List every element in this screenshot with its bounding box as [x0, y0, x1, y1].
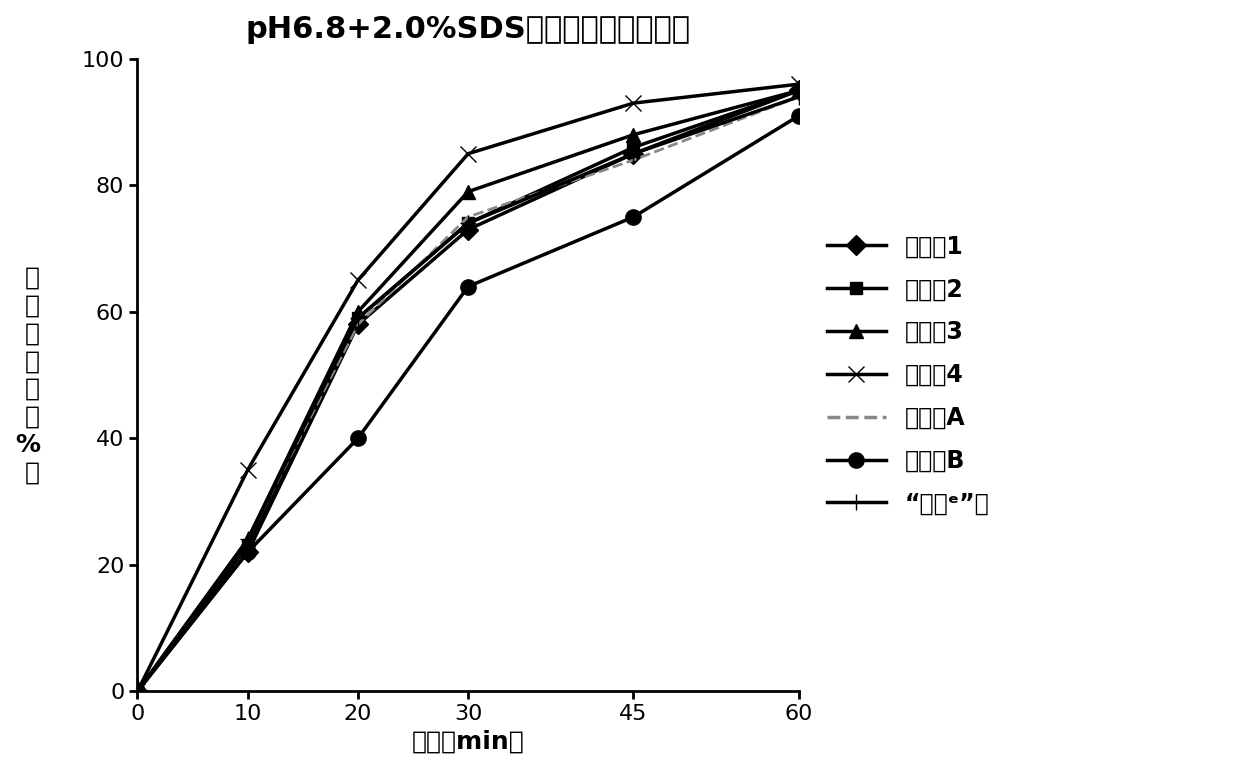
- 实施例1: [130, 687, 145, 696]
- 实施例4: [626, 98, 641, 108]
- 实施例3: [791, 86, 806, 95]
- “泽珂ᵉ”片: [461, 218, 476, 228]
- 试验例B: [791, 112, 806, 121]
- “泽珂ᵉ”片: [791, 92, 806, 102]
- 实施例4: [241, 465, 255, 474]
- X-axis label: 时间（min）: 时间（min）: [412, 730, 525, 754]
- 试验例A: [351, 320, 366, 329]
- 试验例A: [130, 687, 145, 696]
- 实施例2: [461, 218, 476, 228]
- 试验例B: [626, 212, 641, 221]
- “泽珂ᵉ”片: [241, 535, 255, 544]
- 试验例A: [241, 535, 255, 544]
- 实施例4: [461, 149, 476, 158]
- 实施例1: [791, 86, 806, 95]
- Line: 试验例A: 试验例A: [138, 97, 799, 691]
- Line: 实施例1: 实施例1: [130, 84, 806, 698]
- 实施例2: [130, 687, 145, 696]
- Line: “泽珂ᵉ”片: “泽珂ᵉ”片: [130, 89, 806, 699]
- 实施例3: [626, 130, 641, 139]
- 实施例3: [461, 187, 476, 196]
- 实施例1: [351, 320, 366, 329]
- Line: 试验例B: 试验例B: [130, 108, 806, 699]
- 实施例3: [130, 687, 145, 696]
- 实施例1: [461, 225, 476, 235]
- 实施例2: [791, 86, 806, 95]
- 试验例B: [461, 282, 476, 291]
- 试验例A: [791, 92, 806, 102]
- 试验例A: [461, 212, 476, 221]
- 实施例2: [351, 314, 366, 323]
- Line: 实施例2: 实施例2: [131, 84, 805, 697]
- 实施例4: [791, 79, 806, 88]
- Line: 实施例4: 实施例4: [129, 76, 807, 700]
- 试验例B: [351, 434, 366, 443]
- “泽珂ᵉ”片: [130, 687, 145, 696]
- 实施例1: [626, 149, 641, 158]
- 实施例2: [241, 541, 255, 551]
- 试验例A: [626, 155, 641, 165]
- Legend: 实施例1, 实施例2, 实施例3, 实施例4, 试验例A, 试验例B, “泽珂ᵉ”片: 实施例1, 实施例2, 实施例3, 实施例4, 试验例A, 试验例B, “泽珂ᵉ…: [817, 225, 998, 525]
- 实施例2: [626, 143, 641, 152]
- 实施例4: [351, 275, 366, 285]
- Line: 实施例3: 实施例3: [130, 84, 806, 698]
- 试验例B: [130, 687, 145, 696]
- 实施例1: [241, 548, 255, 557]
- 实施例3: [241, 535, 255, 544]
- “泽珂ᵉ”片: [626, 149, 641, 158]
- “泽珂ᵉ”片: [351, 314, 366, 323]
- Title: pH6.8+2.0%SDS溶液中溶出曲线对比: pH6.8+2.0%SDS溶液中溶出曲线对比: [246, 15, 691, 44]
- 实施例4: [130, 687, 145, 696]
- 试验例B: [241, 548, 255, 557]
- Y-axis label: 累
积
溶
出
度
（
%
）: 累 积 溶 出 度 （ % ）: [15, 266, 40, 484]
- 实施例3: [351, 307, 366, 316]
